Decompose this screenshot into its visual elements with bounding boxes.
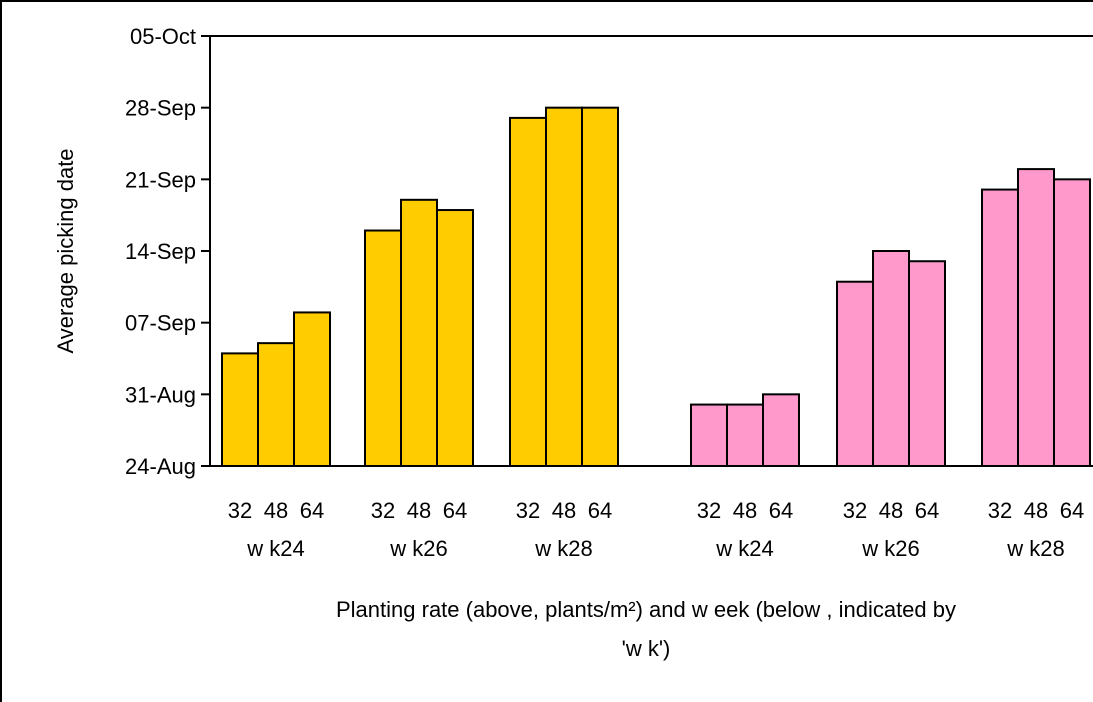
bar [690, 403, 728, 468]
bar [257, 342, 295, 467]
bar [293, 311, 331, 467]
rate-label: 32 [371, 498, 395, 523]
y-tick-label: 24-Aug [125, 454, 196, 479]
x-axis-title-line-1: Planting rate (above, plants/m²) and w e… [336, 597, 956, 622]
week-label: w k26 [861, 536, 919, 561]
y-tick-label: 31-Aug [125, 382, 196, 407]
bar [581, 106, 619, 468]
bar [1017, 168, 1055, 467]
bar [726, 403, 764, 468]
bar [436, 209, 474, 467]
bar [1053, 178, 1091, 467]
week-label: w k24 [246, 536, 304, 561]
labels-layer: 24-Aug 31-Aug 07-Sep 14-Sep 21-Sep 28-Sep 05-O… [125, 24, 1084, 561]
rate-label: 64 [915, 498, 939, 523]
week-label: w k26 [389, 536, 447, 561]
bars-layer [221, 106, 1091, 468]
bar [908, 260, 946, 467]
rate-label: 64 [300, 498, 324, 523]
week-label: w k24 [715, 536, 773, 561]
bar [981, 188, 1019, 467]
rate-label: 64 [1060, 498, 1084, 523]
y-axis-title: Average picking date [53, 148, 78, 353]
bar [545, 106, 583, 468]
rate-label: 64 [769, 498, 793, 523]
bar [836, 280, 874, 468]
axes-layer [201, 35, 1093, 467]
rate-label: 32 [843, 498, 867, 523]
rate-label: 32 [516, 498, 540, 523]
rate-label: 48 [407, 498, 431, 523]
rate-label: 32 [228, 498, 252, 523]
rate-label: 64 [443, 498, 467, 523]
x-axis-title-line-2: 'w k') [622, 636, 671, 661]
bar [364, 229, 402, 467]
y-tick-label: 14-Sep [125, 239, 196, 264]
y-tick-label: 28-Sep [125, 96, 196, 121]
bar [221, 352, 259, 467]
rate-label: 64 [588, 498, 612, 523]
y-tick-label: 21-Sep [125, 167, 196, 192]
bar [400, 198, 438, 468]
rate-label: 48 [879, 498, 903, 523]
rate-label: 32 [988, 498, 1012, 523]
rate-label: 48 [264, 498, 288, 523]
y-tick-label: 07-Sep [125, 311, 196, 336]
y-tick-label: 05-Oct [130, 24, 196, 49]
bar [872, 250, 910, 467]
rate-label: 32 [697, 498, 721, 523]
bar [762, 393, 800, 468]
rate-label: 48 [733, 498, 757, 523]
rate-label: 48 [552, 498, 576, 523]
bar [509, 116, 547, 468]
week-label: w k28 [1006, 536, 1064, 561]
rate-label: 48 [1024, 498, 1048, 523]
week-label: w k28 [534, 536, 592, 561]
